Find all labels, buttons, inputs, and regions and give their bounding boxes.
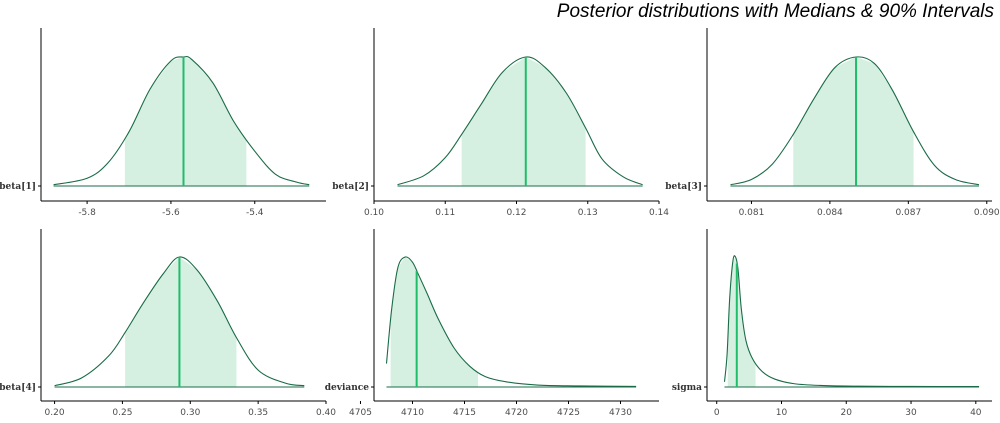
chart-title: Posterior distributions with Medians & 9… (556, 1, 994, 22)
density-curve (53, 56, 310, 186)
interval-90-area (390, 257, 479, 387)
interval-90-area (793, 57, 914, 187)
x-tick-label: 4730 (609, 408, 632, 418)
x-tick-label: -5.6 (162, 208, 180, 218)
x-tick-label: 0.11 (435, 208, 455, 218)
panel-beta3: beta[3] 0.081 0.084 0.087 0.090 (665, 28, 1000, 218)
panel-beta4: beta[4] 0.20 0.25 0.30 0.35 0.40 (0, 229, 336, 418)
density-curve (385, 256, 637, 388)
x-tick-label: 0.35 (248, 408, 268, 418)
parameter-label: beta[1] (0, 182, 36, 192)
parameter-label: sigma (672, 383, 702, 393)
x-tick-label: 4720 (505, 408, 528, 418)
panel-beta2: beta[2] 0.10 0.11 0.12 0.13 0.14 (332, 28, 669, 218)
x-tick-label: 0.081 (739, 208, 765, 218)
x-tick-label: 4725 (557, 408, 580, 418)
x-tick-label: -5.4 (246, 208, 264, 218)
x-tick-label: 4705 (349, 408, 372, 418)
x-tick-label: 0.40 (316, 408, 336, 418)
x-tick-label: 0.12 (506, 208, 526, 218)
parameter-label: beta[2] (332, 182, 369, 192)
x-tick-label: 10 (776, 408, 788, 418)
x-tick-label: 0.10 (364, 208, 384, 218)
x-tick-label: 0.087 (895, 208, 921, 218)
interval-90-area (124, 57, 247, 187)
x-tick-label: 4710 (401, 408, 424, 418)
panel-deviance: deviance 4705 4710 4715 4720 4725 4730 (325, 229, 659, 418)
x-tick-label: 20 (841, 408, 853, 418)
x-tick-label: 0.25 (112, 408, 132, 418)
panel-sigma: sigma 0 10 20 30 40 (672, 229, 992, 418)
x-tick-label: 0.14 (649, 208, 669, 218)
panel-beta1: beta[1] -5.8 -5.6 -5.4 (0, 28, 326, 218)
x-tick-label: 0.13 (578, 208, 598, 218)
x-tick-label: 0.20 (45, 408, 65, 418)
x-tick-label: 0.30 (180, 408, 200, 418)
interval-90-area (727, 257, 756, 387)
x-tick-label: 4715 (453, 408, 476, 418)
interval-90-area (125, 257, 237, 387)
x-tick-label: 30 (905, 408, 917, 418)
x-tick-label: 40 (970, 408, 982, 418)
parameter-label: deviance (325, 383, 370, 393)
parameter-label: beta[3] (665, 182, 702, 192)
interval-90-area (461, 57, 586, 187)
x-tick-label: 0.090 (974, 208, 1000, 218)
parameter-label: beta[4] (0, 383, 36, 393)
density-curve (723, 255, 980, 388)
x-tick-label: 0.084 (817, 208, 843, 218)
x-tick-label: 0 (714, 408, 720, 418)
x-tick-label: -5.8 (78, 208, 96, 218)
